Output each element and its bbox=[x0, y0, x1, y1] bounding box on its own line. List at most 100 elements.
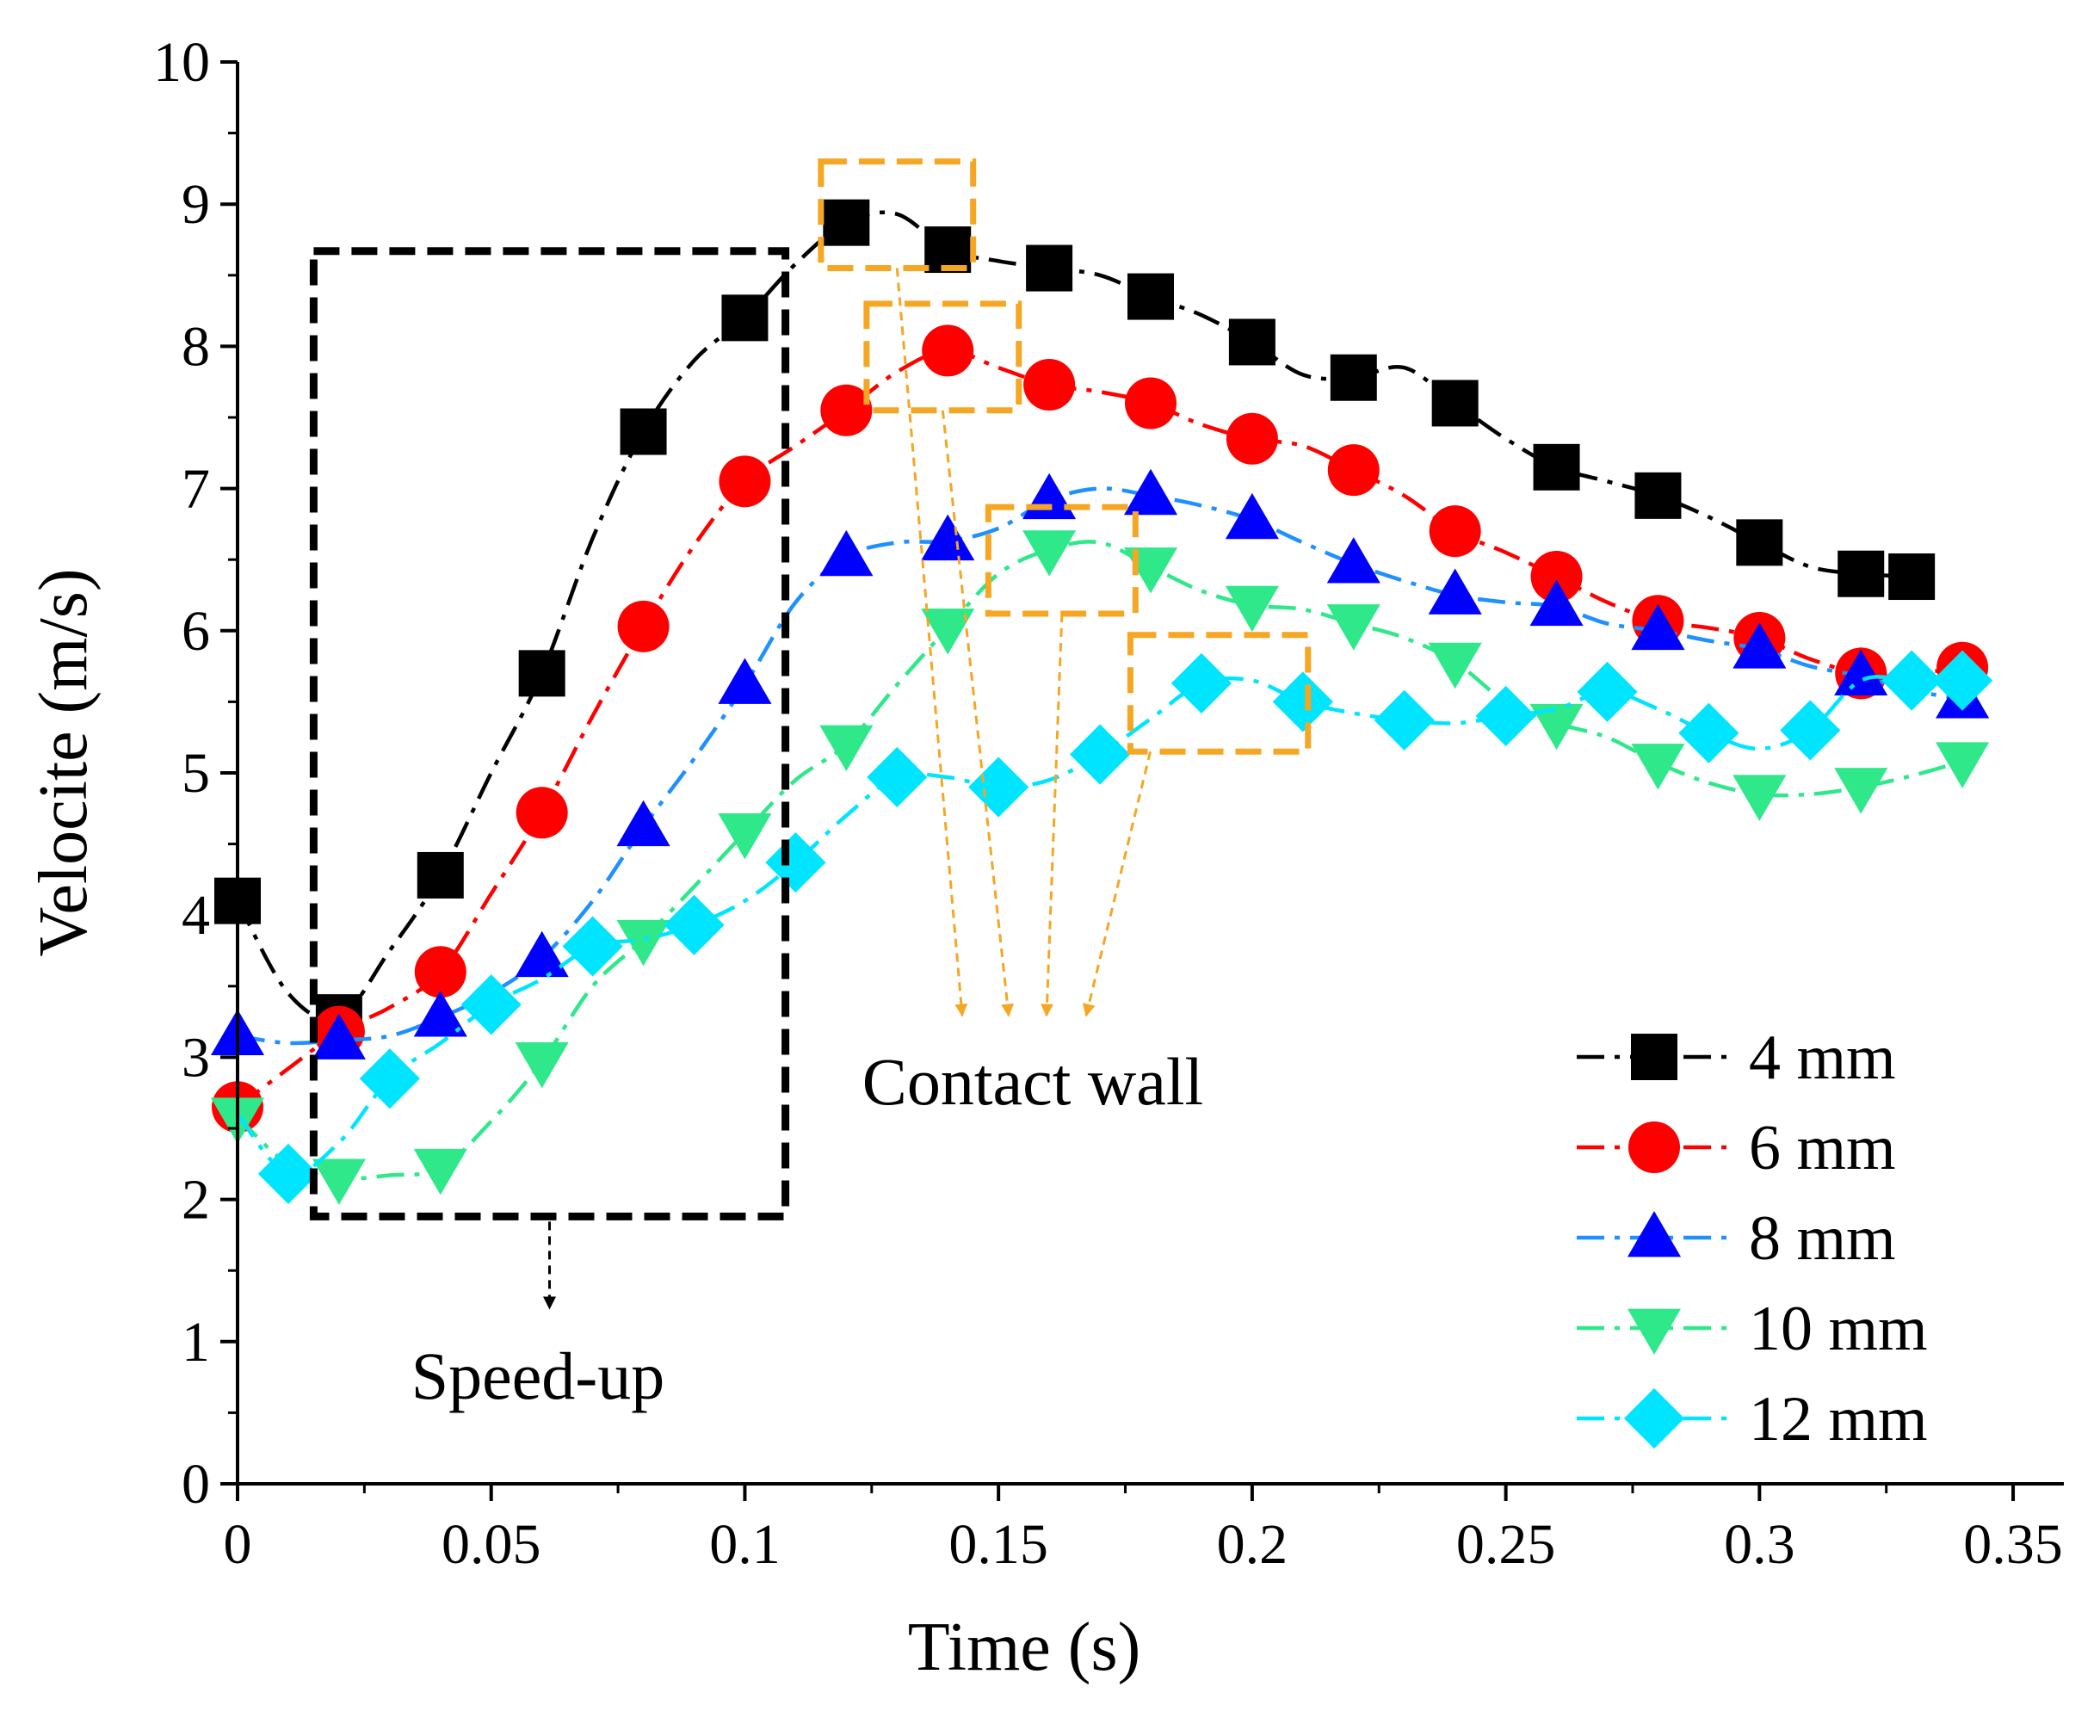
data-point-1 bbox=[820, 384, 873, 436]
legend-label: 12 mm bbox=[1749, 1384, 1928, 1455]
data-point-2 bbox=[1428, 568, 1482, 615]
legend-marker bbox=[1631, 1034, 1677, 1080]
contact-wall-box bbox=[985, 504, 1139, 617]
data-point-3 bbox=[515, 1042, 569, 1089]
data-point-3 bbox=[616, 919, 670, 967]
series-4 bbox=[236, 650, 1993, 1204]
x-tick-label: 0.35 bbox=[1963, 1513, 2063, 1576]
data-point-2 bbox=[616, 800, 670, 847]
contact-wall-arrow bbox=[1041, 613, 1064, 1017]
data-point-4 bbox=[1374, 689, 1435, 751]
y-tick-label: 8 bbox=[182, 315, 210, 378]
data-point-2 bbox=[1732, 622, 1787, 669]
data-point-0 bbox=[1888, 553, 1936, 601]
x-tick-label: 0 bbox=[224, 1513, 252, 1576]
data-point-4 bbox=[1881, 650, 1942, 711]
data-point-4 bbox=[1475, 685, 1536, 747]
data-point-4 bbox=[359, 1048, 420, 1109]
data-point-3 bbox=[1225, 585, 1279, 633]
data-point-1 bbox=[922, 324, 974, 377]
legend-label: 8 mm bbox=[1749, 1203, 1896, 1274]
data-point-4 bbox=[1932, 650, 1993, 711]
contact-wall-arrow bbox=[941, 410, 1014, 1017]
data-point-4 bbox=[257, 1143, 319, 1204]
speed-up-label: Speed-up bbox=[411, 1338, 665, 1413]
x-axis-title: Time (s) bbox=[908, 1609, 1140, 1685]
data-point-1 bbox=[617, 600, 670, 652]
legend-label: 4 mm bbox=[1749, 1022, 1896, 1093]
y-tick-label: 7 bbox=[182, 458, 210, 521]
data-point-2 bbox=[819, 529, 874, 577]
data-point-1 bbox=[1429, 505, 1481, 558]
y-tick-label: 9 bbox=[182, 173, 210, 236]
y-tick-label: 0 bbox=[182, 1453, 210, 1516]
data-point-0 bbox=[1026, 244, 1073, 292]
data-point-4 bbox=[1678, 702, 1739, 763]
x-tick-label: 0.2 bbox=[1217, 1513, 1288, 1576]
data-point-2 bbox=[1834, 649, 1888, 696]
legend-label: 6 mm bbox=[1749, 1113, 1896, 1183]
data-point-3 bbox=[1326, 604, 1380, 651]
legend-label: 10 mm bbox=[1749, 1294, 1928, 1364]
data-point-3 bbox=[312, 1158, 366, 1205]
x-tick-label: 0.15 bbox=[948, 1513, 1048, 1576]
data-point-0 bbox=[417, 851, 464, 899]
y-tick-label: 5 bbox=[182, 742, 210, 805]
data-point-4 bbox=[1170, 652, 1232, 714]
data-point-3 bbox=[1732, 775, 1787, 821]
y-tick-label: 2 bbox=[182, 1169, 210, 1232]
data-point-3 bbox=[921, 609, 975, 655]
series-layer bbox=[210, 199, 1993, 1205]
data-point-1 bbox=[516, 787, 568, 839]
legend-item-0: 4 mm bbox=[1577, 1022, 1896, 1093]
data-point-0 bbox=[518, 650, 565, 697]
data-point-4 bbox=[1577, 661, 1638, 722]
data-point-0 bbox=[1736, 519, 1783, 566]
data-point-4 bbox=[1069, 724, 1131, 785]
x-tick-label: 0.1 bbox=[709, 1513, 781, 1576]
data-point-2 bbox=[1631, 603, 1685, 651]
data-point-3 bbox=[1631, 744, 1685, 790]
data-point-2 bbox=[1529, 579, 1584, 627]
data-point-4 bbox=[460, 974, 522, 1035]
x-tick-label: 0.25 bbox=[1456, 1513, 1556, 1576]
data-point-3 bbox=[1834, 768, 1888, 814]
data-point-1 bbox=[1226, 412, 1278, 465]
legend-item-2: 8 mm bbox=[1577, 1203, 1896, 1274]
y-tick-label: 10 bbox=[153, 31, 210, 94]
data-point-0 bbox=[823, 199, 870, 246]
data-point-0 bbox=[721, 294, 769, 342]
data-point-4 bbox=[562, 916, 623, 977]
legend-item-1: 6 mm bbox=[1577, 1113, 1896, 1183]
y-tick-label: 4 bbox=[182, 884, 210, 947]
data-point-1 bbox=[414, 946, 466, 998]
data-point-1 bbox=[719, 455, 771, 508]
contact-wall-arrow bbox=[895, 268, 968, 1017]
data-point-1 bbox=[1530, 551, 1583, 603]
legend-marker bbox=[1623, 1387, 1685, 1449]
data-point-0 bbox=[1228, 318, 1275, 366]
data-point-0 bbox=[1838, 550, 1885, 597]
data-point-4 bbox=[968, 757, 1029, 818]
data-point-3 bbox=[1123, 547, 1178, 594]
legend-marker bbox=[1628, 1121, 1680, 1173]
data-point-2 bbox=[921, 514, 975, 561]
series-line-0 bbox=[236, 210, 1912, 1022]
data-point-3 bbox=[1529, 703, 1584, 751]
data-point-3 bbox=[1428, 642, 1482, 689]
y-tick-label: 6 bbox=[182, 600, 210, 663]
data-point-2 bbox=[413, 991, 467, 1037]
data-point-0 bbox=[620, 408, 667, 455]
legend-item-4: 12 mm bbox=[1577, 1384, 1928, 1455]
legend: 4 mm 6 mm 8 mm 10 mm 12 mm bbox=[1577, 1022, 1928, 1455]
data-point-4 bbox=[1780, 700, 1841, 761]
data-point-1 bbox=[1125, 377, 1177, 429]
data-point-2 bbox=[515, 930, 569, 978]
data-point-2 bbox=[312, 1013, 366, 1060]
legend-item-3: 10 mm bbox=[1577, 1294, 1928, 1364]
data-point-2 bbox=[1123, 468, 1178, 516]
y-tick-label: 1 bbox=[182, 1311, 210, 1374]
legend-marker bbox=[1627, 1210, 1682, 1257]
data-point-4 bbox=[664, 894, 725, 955]
